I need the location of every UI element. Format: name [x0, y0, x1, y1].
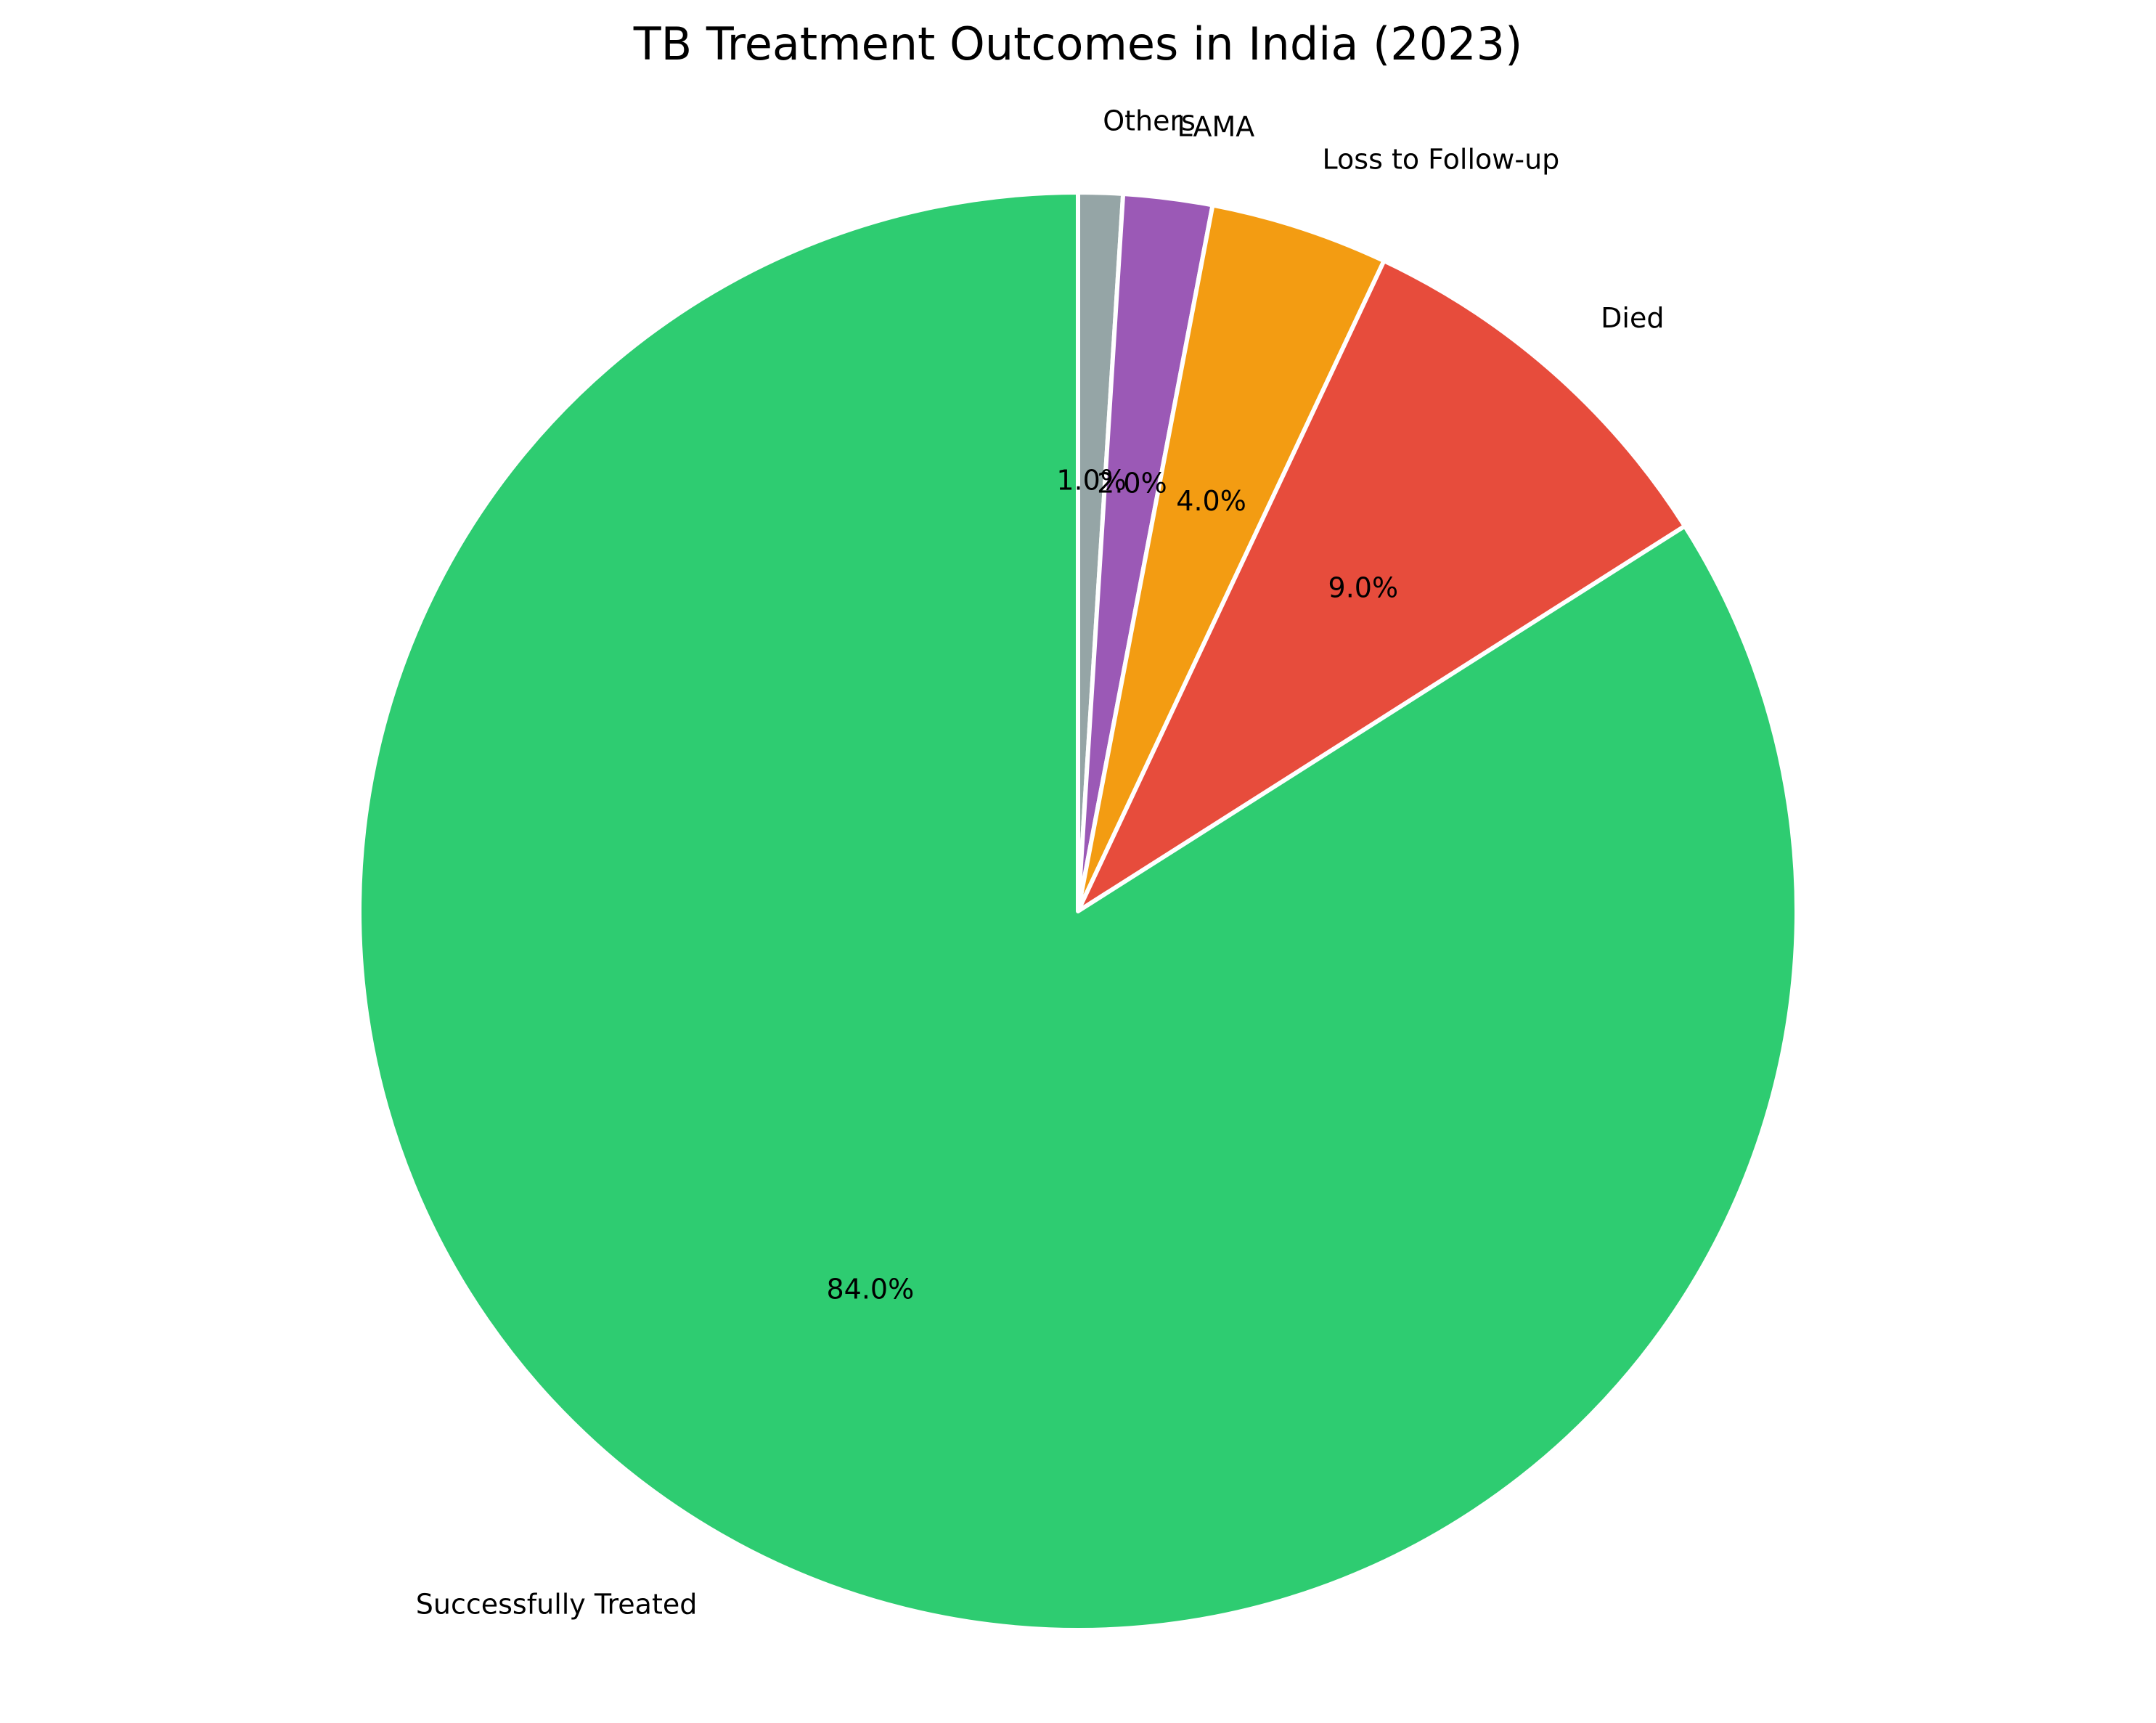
- category-label-loss-to-follow-up: Loss to Follow-up: [1323, 143, 1560, 175]
- pie-slice-successfully-treated: [357, 190, 1799, 1632]
- pct-label-loss-to-follow-up: 4.0%: [1176, 485, 1246, 517]
- pct-label-successfully-treated: 84.0%: [826, 1274, 914, 1306]
- percentage-labels: 1.0%2.0% 4.0% 9.0% 84.0%: [826, 464, 1398, 1305]
- category-label-others: Others: [1103, 105, 1196, 137]
- chart-title: TB Treatment Outcomes in India (2023): [633, 17, 1523, 70]
- category-label-lama: LAMA: [1177, 111, 1254, 143]
- pie-slice-died: [1076, 258, 1687, 913]
- pie-slices: [357, 190, 1799, 1632]
- pct-label-others: 1.0%: [1056, 464, 1127, 496]
- pie-slice-loss-to-follow-up: [1076, 203, 1387, 913]
- category-label-successfully-treated: Successfully Treated: [416, 1588, 698, 1620]
- pct-label-lama: 2.0%: [1097, 468, 1167, 500]
- pct-label-died: 9.0%: [1328, 571, 1399, 603]
- category-label-died: Died: [1601, 302, 1664, 334]
